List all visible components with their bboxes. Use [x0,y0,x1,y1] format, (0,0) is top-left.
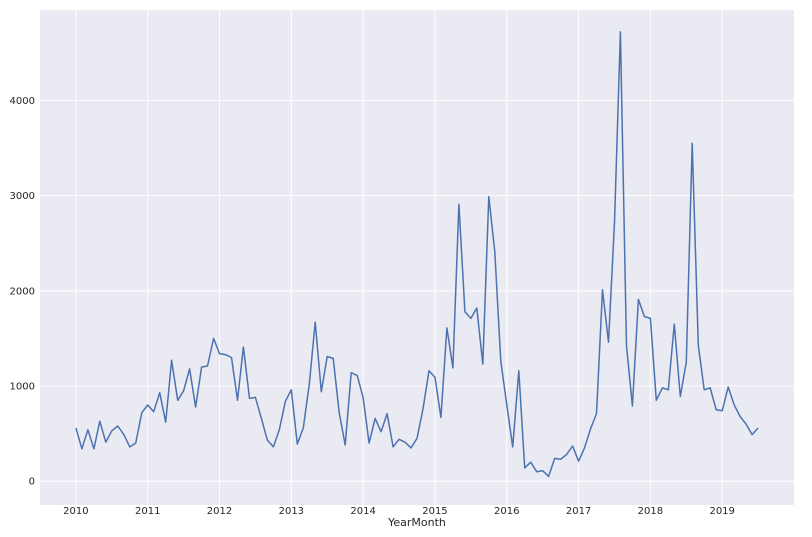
y-tick-label: 3000 [10,191,35,202]
x-tick-label: 2012 [207,506,232,517]
y-tick-label: 2000 [10,286,35,297]
x-tick-label: 2017 [566,506,591,517]
y-tick-label: 0 [29,477,35,488]
x-tick-label: 2011 [135,506,160,517]
y-tick-label: 4000 [10,96,35,107]
x-tick-label: 2014 [350,506,375,517]
series-line [75,31,759,478]
x-tick-label: 2016 [494,506,519,517]
plot-background [40,10,794,505]
tick-labels: 2010 2011 2012 2013 2014 2015 2016 2017 2018 2019… [10,96,735,517]
x-tick-label: 2019 [709,506,734,517]
x-axis-label: YearMonth [387,516,446,529]
x-tick-label: 2013 [279,506,304,517]
grid-lines [40,10,794,505]
y-tick-label: 1000 [10,382,35,393]
x-tick-label: 2015 [422,506,447,517]
series-layer [75,31,759,478]
x-tick-label: 2010 [63,506,88,517]
x-tick-label: 2018 [638,506,663,517]
